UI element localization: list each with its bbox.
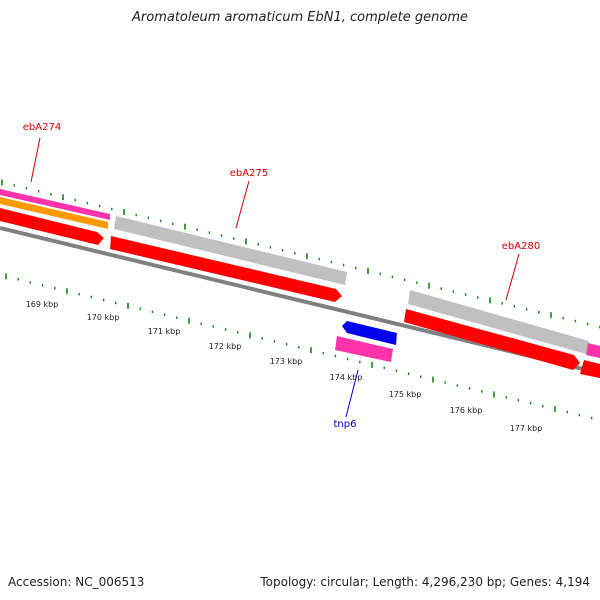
scale-label-177: 177 kbp [510,424,543,433]
cds-arrow-ebA275[interactable] [110,236,342,302]
cds-arrow-tnp6-blue[interactable] [342,321,397,345]
orange-feature-left[interactable] [0,197,108,229]
inner-tick-track [5,273,593,420]
label-tnp6[interactable]: tnp6 [334,419,357,430]
gene-bar-ebA280[interactable] [408,290,589,354]
label-ebA274[interactable]: ebA274 [23,122,61,133]
cds-arrow-left[interactable] [0,208,104,245]
scale-label-175: 175 kbp [389,390,422,399]
scale-label-176: 176 kbp [450,406,483,415]
genome-summary-text: Topology: circular; Length: 4,296,230 bp… [260,575,590,589]
cds-arrow-ebA280[interactable] [404,309,580,370]
cds-arrow-right[interactable] [580,360,600,378]
accession-text: Accession: NC_006513 [8,575,145,589]
scale-label-171: 171 kbp [148,327,181,336]
label-ebA280[interactable]: ebA280 [502,241,540,252]
map-title: Aromatoleum aromaticum EbN1, complete ge… [132,10,468,25]
pink-feature-right[interactable] [586,343,600,358]
gene-bar-ebA275[interactable] [114,216,347,285]
scale-label-173: 173 kbp [270,357,303,366]
leader-ebA274 [30,137,41,183]
pink-feature-left[interactable] [0,189,110,220]
scale-label-169: 169 kbp [26,300,59,309]
scale-label-170: 170 kbp [87,313,120,322]
leader-ebA280 [505,253,520,301]
leader-tnp6 [345,369,359,418]
scale-label-174: 174 kbp [330,373,363,382]
scale-label-172: 172 kbp [209,342,242,351]
gene-bar-tnp6[interactable] [335,336,393,362]
label-ebA275[interactable]: ebA275 [230,168,268,179]
outer-tick-track [1,179,600,329]
leader-ebA275 [235,180,250,229]
